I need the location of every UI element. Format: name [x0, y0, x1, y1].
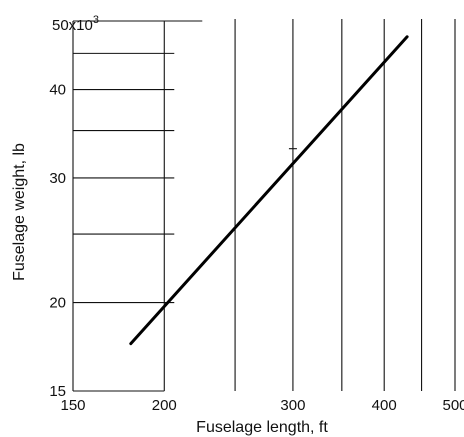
- y-tick-label-20000: 20: [49, 295, 66, 312]
- y-top-tick-label: 50x103: [52, 14, 99, 34]
- y-tick-label-40000: 40: [49, 82, 66, 99]
- series-layer: [129, 35, 409, 346]
- x-tick-label-500: 500: [442, 397, 464, 414]
- y-tick-label-30000: 30: [49, 170, 66, 187]
- x-tick-label-150: 150: [60, 397, 85, 414]
- x-axis-label: Fuselage length, ft: [196, 419, 328, 436]
- tick-layer: 150 200 300 400 500 15 20 30 40: [49, 82, 464, 414]
- y-tick-label-15000: 15: [49, 383, 66, 400]
- x-tick-label-300: 300: [280, 397, 305, 414]
- x-tick-label-400: 400: [372, 397, 397, 414]
- grid-layer: [72, 19, 456, 392]
- series-line-0: [129, 35, 409, 346]
- y-axis-label: Fuselage weight, lb: [11, 143, 28, 281]
- x-tick-label-200: 200: [152, 397, 177, 414]
